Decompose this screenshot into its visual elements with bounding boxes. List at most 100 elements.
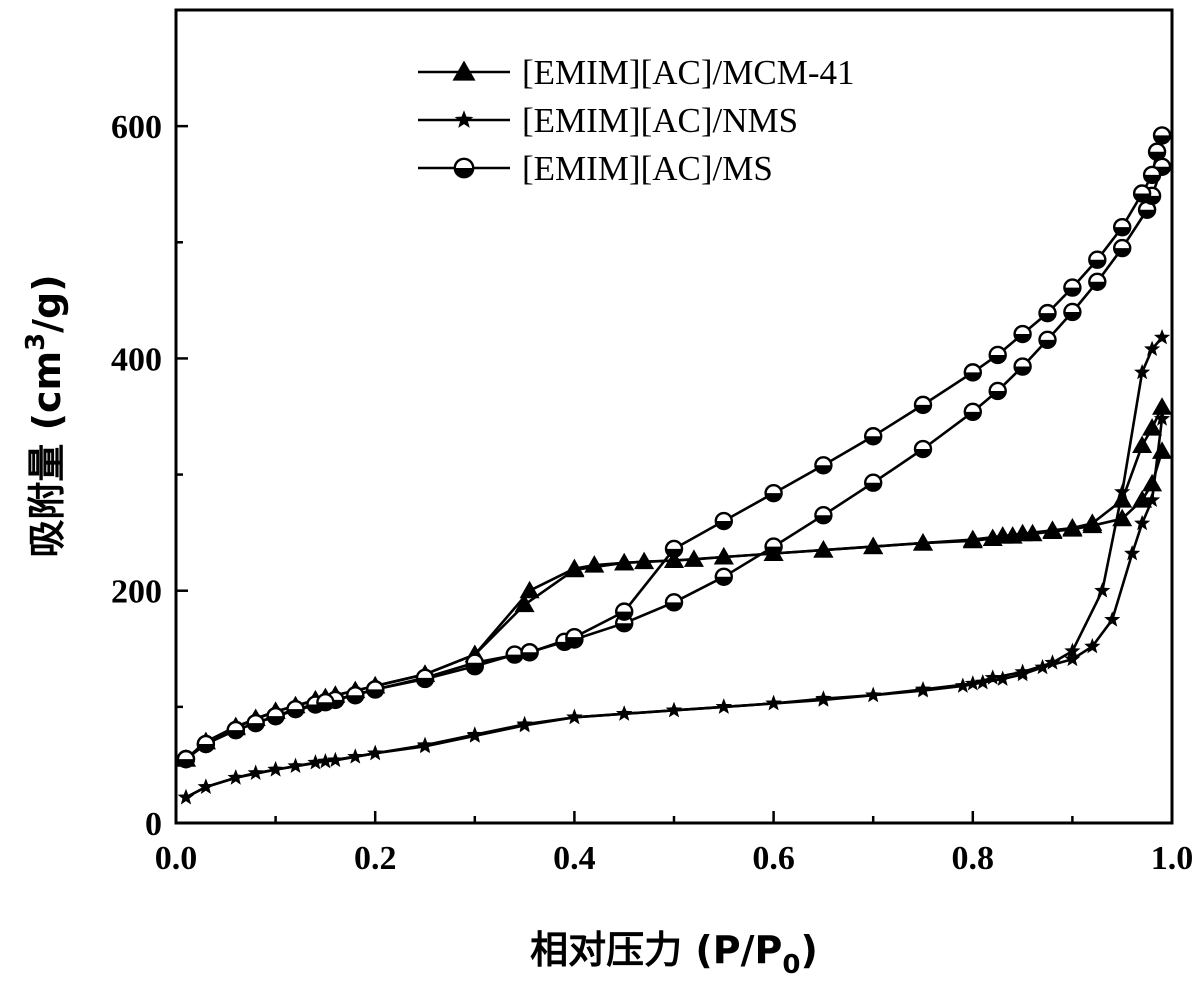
data-point [634,551,655,570]
y-tick-label: 600 [111,109,162,146]
data-point [974,673,991,690]
data-point [1094,582,1111,598]
data-point [1152,397,1173,415]
data-point [992,526,1013,544]
data-point [1132,435,1153,454]
data-point [346,686,365,705]
data-point [1132,184,1152,203]
data-point [416,736,434,753]
x-tick-label: 1.0 [1151,840,1194,877]
data-point [988,381,1007,401]
data-point [1114,483,1131,499]
data-point [1104,611,1121,627]
data-point [1012,523,1033,542]
data-point [1084,637,1101,654]
data-point [505,645,524,664]
data-point [197,778,214,794]
data-point [227,769,244,785]
legend-item: [EMIM][AC]/NMS [418,101,798,140]
data-point [1144,491,1161,507]
legend: [EMIM][AC]/MCM-41 [EMIM][AC]/NMS [EMIM][AC… [418,53,854,188]
data-point [466,726,483,742]
data-point [247,764,264,780]
data-point [865,686,882,703]
data-point [914,680,932,697]
data-point [520,643,539,662]
data-point [1112,238,1132,258]
data-point [664,539,684,559]
data-point [177,788,195,805]
data-point [1112,217,1132,237]
data-point [1137,200,1157,219]
data-point [226,720,245,740]
data-point [683,549,704,567]
data-point [1144,340,1161,357]
data-point [616,705,633,721]
data-point [1124,545,1141,561]
x-tick-label: 0.8 [952,840,995,877]
data-point [1134,363,1151,380]
data-point [764,537,783,556]
data-point [1034,658,1051,675]
data-point [863,536,884,555]
series-star [177,329,1171,805]
data-point [713,547,734,565]
legend-marker [452,60,476,81]
data-point [565,627,584,647]
data-point [267,761,284,777]
data-point [954,677,971,693]
data-point [1014,663,1031,679]
data-point [913,439,933,459]
data-point [715,698,732,714]
y-tick-label: 400 [111,341,162,378]
data-point [1042,520,1063,538]
data-point [994,670,1011,686]
data-point [1142,418,1163,436]
data-point [913,395,933,415]
data-point [1142,473,1163,492]
data-point [317,752,334,769]
data-point [316,693,335,712]
data-point [307,754,324,770]
data-point [584,555,605,573]
data-point [465,653,484,672]
data-point [287,757,304,773]
legend-item: [EMIM][AC]/MCM-41 [418,53,854,92]
x-tick-label: 0.0 [155,840,198,877]
legend-marker [453,157,475,179]
data-point [1132,490,1153,508]
legend-label: [EMIM][AC]/NMS [522,101,798,140]
data-point [962,529,983,548]
legend-label: [EMIM][AC]/MCM-41 [522,53,854,92]
data-point [1082,513,1103,531]
data-point [1013,357,1032,376]
desorption-line [185,135,1164,761]
data-point [913,533,933,551]
data-point [1064,650,1081,667]
data-point [988,345,1007,365]
series-circle [176,126,1172,769]
x-tick-label: 0.6 [752,840,795,877]
data-point [1153,329,1171,345]
series-layer [175,126,1173,805]
data-point [1112,490,1133,508]
data-point [714,511,733,531]
data-point [366,680,385,699]
data-point [964,675,981,691]
legend-item: [EMIM][AC]/MS [418,149,773,188]
x-tick-label: 0.4 [553,840,596,877]
data-point [1088,250,1107,269]
data-point [1044,654,1061,670]
data-point [1147,142,1167,161]
data-point [514,594,535,613]
data-point [765,694,782,711]
data-point [714,567,733,586]
data-point [266,706,285,726]
data-point [176,749,196,769]
data-point [415,668,435,688]
data-point [367,744,384,761]
ticks-layer: 0.0 0.2 0.4 0.6 0.8 1.0 0 200 400 600 [111,109,1193,877]
data-point [963,402,982,422]
data-point [864,427,883,446]
